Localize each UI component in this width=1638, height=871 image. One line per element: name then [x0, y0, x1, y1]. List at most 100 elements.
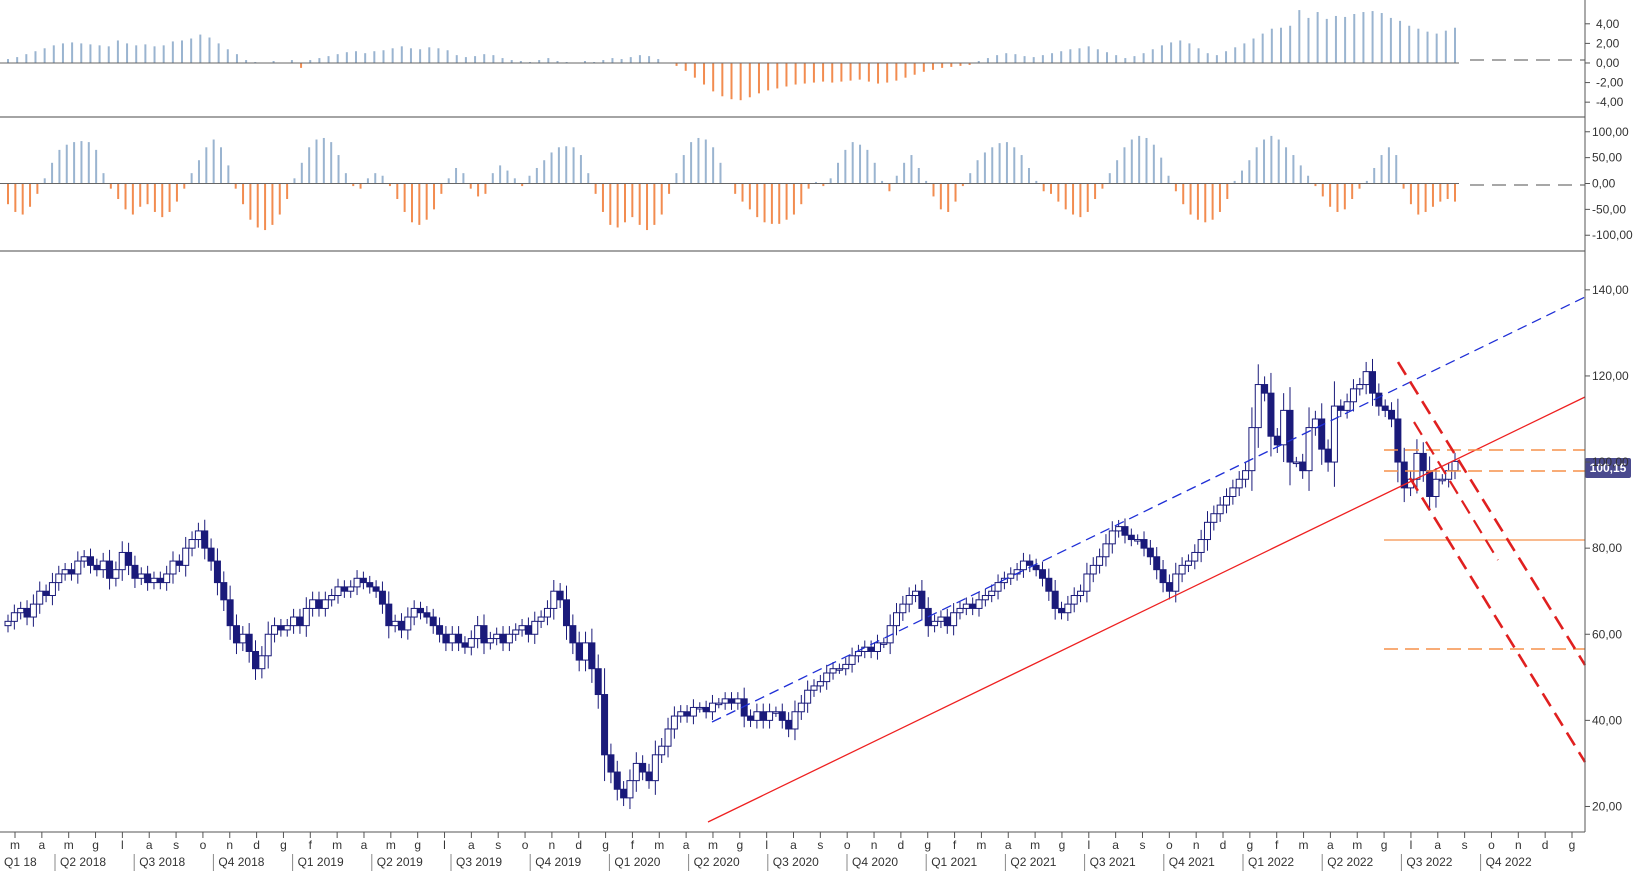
- candle-body: [436, 625, 444, 635]
- x-quarter-label: Q4 2020: [852, 855, 898, 869]
- candle-body: [467, 638, 475, 648]
- candle-body: [823, 672, 831, 683]
- candle-body: [1286, 409, 1294, 463]
- x-month-label: g: [92, 838, 99, 852]
- candle-body: [1108, 530, 1116, 545]
- candle-body: [1432, 478, 1440, 497]
- y-tick-label: 60,00: [1592, 627, 1622, 641]
- candle-body: [1324, 448, 1332, 463]
- candle-body: [296, 616, 304, 627]
- candle-body: [1438, 478, 1446, 482]
- candle-body: [1343, 401, 1351, 411]
- x-month-label: m: [708, 838, 718, 852]
- x-month-label: g: [1569, 838, 1576, 852]
- candle-body: [385, 603, 393, 627]
- candle-body: [442, 633, 450, 644]
- candle-body: [417, 607, 425, 614]
- candle-body: [48, 582, 56, 597]
- candle-body: [759, 711, 767, 721]
- candle-body: [575, 642, 583, 661]
- x-month-label: a: [683, 838, 690, 852]
- candle-body: [937, 616, 945, 622]
- candle-body: [1184, 560, 1192, 566]
- x-month-label: n: [1193, 838, 1200, 852]
- candle-body: [277, 625, 285, 631]
- x-quarter-label: Q2 2018: [60, 855, 106, 869]
- candle-body: [582, 642, 590, 661]
- candle-body: [258, 655, 266, 670]
- x-month-label: g: [414, 838, 421, 852]
- candle-body: [239, 633, 247, 644]
- candle-body: [969, 603, 977, 609]
- candle-body: [1051, 590, 1059, 609]
- candle-body: [1165, 582, 1173, 592]
- candle-body: [1299, 461, 1307, 472]
- y-tick-label: 0,00: [1592, 177, 1616, 191]
- candle-body: [106, 560, 114, 579]
- down-channel-upper[interactable]: [1396, 361, 1587, 666]
- candle-body: [252, 650, 260, 670]
- down-channel-lower[interactable]: [1408, 477, 1587, 763]
- candle-body: [1381, 405, 1389, 411]
- candle-body: [1134, 539, 1142, 542]
- candle-body: [778, 711, 786, 721]
- candle-body: [1242, 470, 1250, 480]
- candle-body: [797, 702, 805, 713]
- candle-body: [721, 698, 729, 704]
- candle-body: [664, 728, 672, 747]
- x-month-label: o: [1166, 838, 1173, 852]
- y-tick-label: 50,00: [1592, 151, 1622, 165]
- x-month-label: o: [844, 838, 851, 852]
- candle-body: [651, 754, 659, 782]
- candle-body: [1330, 405, 1338, 463]
- candle-body: [74, 560, 82, 575]
- x-quarter-label: Q2 2019: [377, 855, 423, 869]
- candle-body: [981, 595, 989, 601]
- candle-body: [486, 638, 494, 644]
- candle-body: [658, 745, 666, 756]
- candle-body: [588, 642, 596, 670]
- candle-body: [302, 607, 310, 627]
- upper-channel-line[interactable]: [711, 296, 1586, 723]
- candle-body: [912, 590, 920, 597]
- x-month-label: m: [386, 838, 396, 852]
- candle-body: [144, 573, 152, 584]
- candle-body: [17, 607, 25, 614]
- candle-body: [112, 569, 120, 579]
- candle-body: [118, 551, 126, 571]
- candle-body: [956, 607, 964, 614]
- x-quarter-label: Q4 2021: [1169, 855, 1215, 869]
- candle-body: [156, 577, 164, 584]
- candle-body: [1223, 495, 1231, 506]
- candle-body: [1413, 452, 1421, 480]
- x-month-label: n: [1515, 838, 1522, 852]
- candle-body: [1007, 573, 1015, 579]
- candle-body: [493, 633, 501, 640]
- x-month-label: a: [361, 838, 368, 852]
- price-panel[interactable]: 100,15: [4, 296, 1631, 823]
- x-month-label: m: [10, 838, 20, 852]
- lower-channel-line[interactable]: [707, 396, 1586, 823]
- y-tick-label: 140,00: [1592, 283, 1629, 297]
- x-month-label: f: [309, 838, 313, 852]
- x-month-label: g: [924, 838, 931, 852]
- candle-body: [188, 539, 196, 549]
- candle-body: [429, 616, 437, 627]
- candle-body: [1318, 418, 1326, 450]
- y-tick-label: 4,00: [1596, 17, 1620, 31]
- candle-body: [1102, 543, 1110, 558]
- candle-body: [404, 616, 412, 631]
- candle-body: [1197, 539, 1205, 553]
- candle-body: [562, 599, 570, 627]
- x-month-label: s: [1462, 838, 1468, 852]
- candle-body: [448, 633, 456, 644]
- candle-body: [182, 547, 190, 566]
- candle-body: [785, 719, 793, 730]
- x-month-label: g: [1381, 838, 1388, 852]
- candle-body: [1248, 427, 1256, 472]
- x-month-label: m: [976, 838, 986, 852]
- down-channel-mid[interactable]: [1413, 421, 1499, 561]
- candle-body: [543, 607, 551, 618]
- candle-body: [1451, 460, 1459, 472]
- candle-body: [931, 620, 939, 627]
